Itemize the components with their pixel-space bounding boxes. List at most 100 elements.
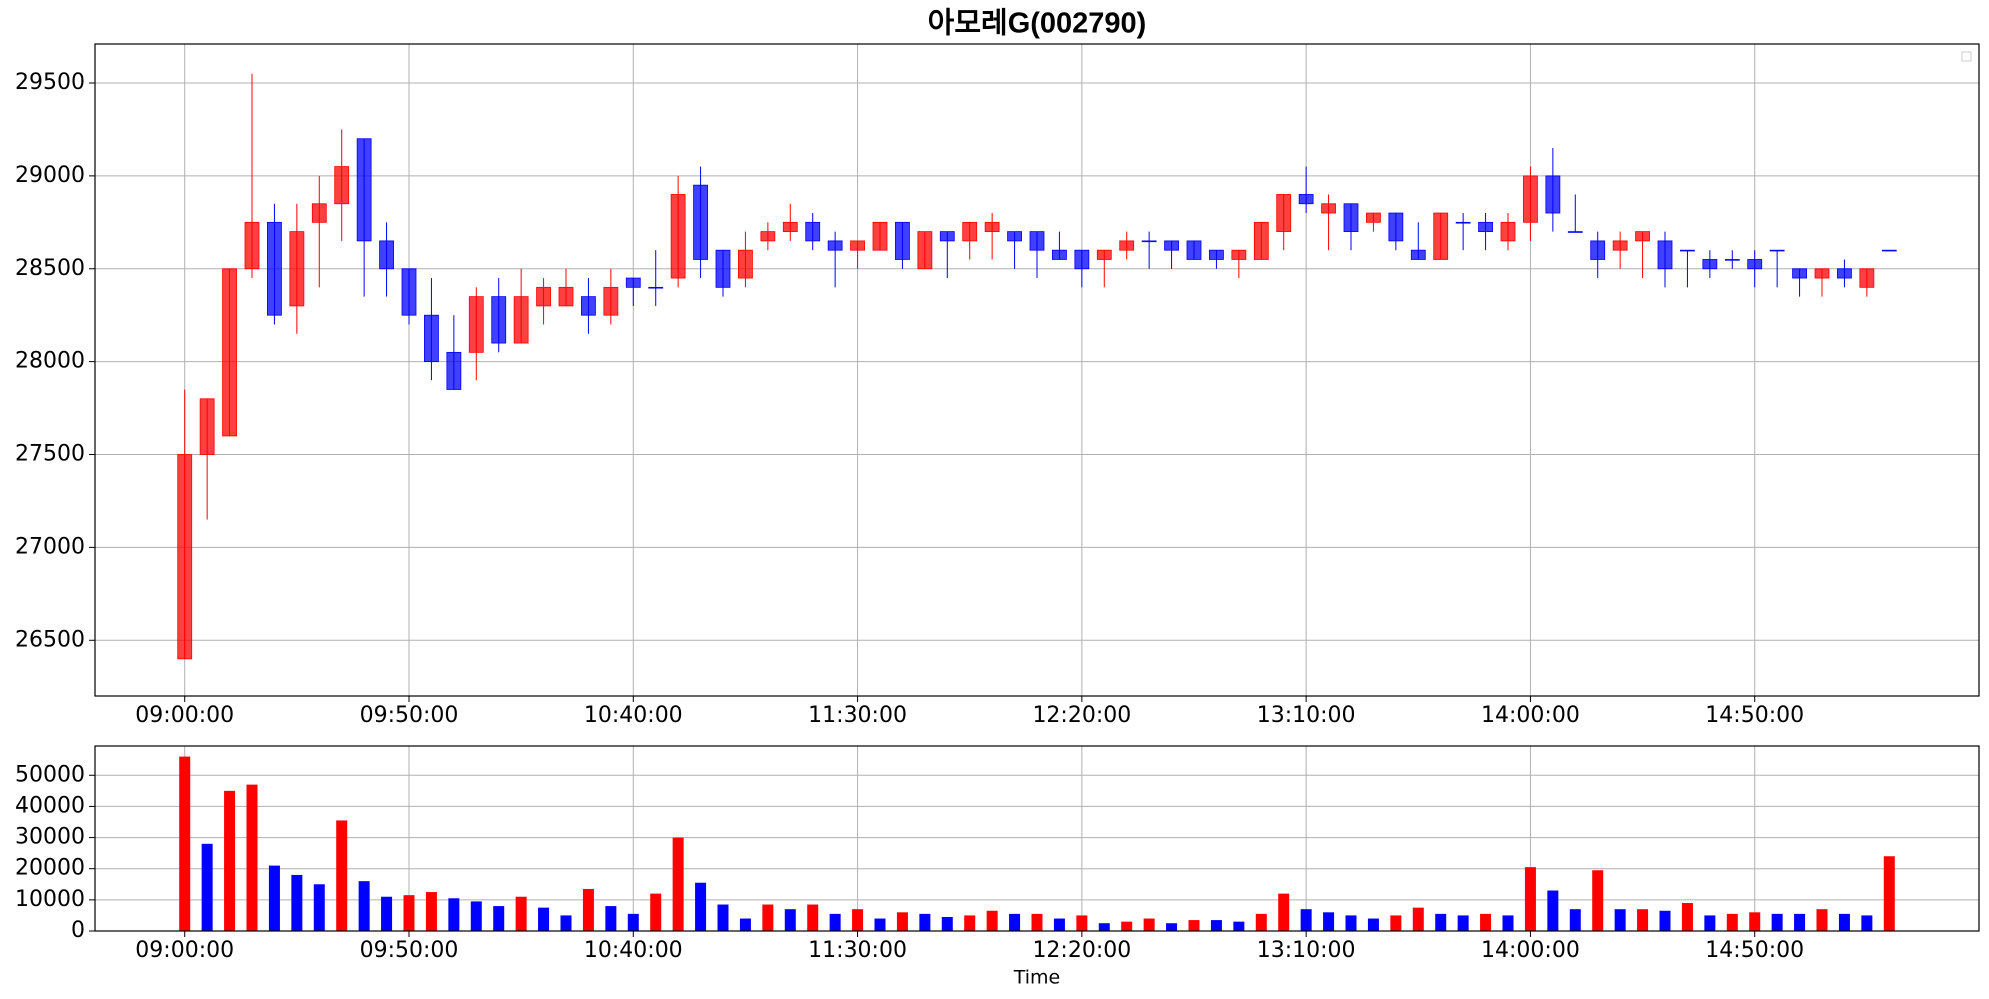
candle-body: [199, 398, 215, 455]
y-tick-label: 40000: [15, 793, 85, 818]
candle-body: [1141, 240, 1157, 243]
volume-bar: [179, 756, 191, 931]
volume-bar: [1009, 913, 1021, 931]
candle-body: [1119, 240, 1135, 251]
candle-body: [625, 277, 641, 288]
volume-bar: [1861, 915, 1873, 931]
candle-body: [760, 231, 776, 242]
volume-bar: [739, 918, 751, 931]
volume-bar: [1367, 918, 1379, 931]
candle-body: [1388, 212, 1404, 242]
volume-bar: [1704, 915, 1716, 931]
candle-body: [177, 454, 193, 660]
candle-body: [311, 203, 327, 223]
candle-body: [1523, 175, 1538, 223]
volume-bar: [896, 912, 908, 931]
y-tick-label: 28500: [15, 256, 85, 281]
candle-body: [1096, 249, 1112, 260]
volume-bar: [515, 896, 527, 931]
volume-bar: [1278, 893, 1290, 931]
y-tick-label: 26500: [15, 627, 85, 652]
volume-bar: [538, 907, 550, 931]
volume-bar: [1323, 912, 1335, 931]
x-axis-label: Time: [1013, 967, 1061, 989]
volume-bar: [1838, 913, 1850, 931]
volume-bar: [650, 893, 662, 931]
candle-body: [289, 231, 305, 307]
volume-bar: [605, 906, 617, 931]
x-tick-label: 11:30:00: [808, 938, 907, 963]
volume-bar: [1749, 912, 1761, 931]
volume-bar: [829, 913, 841, 931]
volume-bar: [1614, 909, 1626, 931]
candle-body: [603, 286, 619, 316]
y-tick-label: 0: [71, 918, 85, 943]
volume-bar: [986, 910, 998, 931]
volume-bar: [1098, 923, 1110, 931]
volume-bar: [1659, 910, 1671, 931]
volume-bar: [784, 909, 796, 931]
candle-body: [1747, 259, 1763, 270]
volume-bar: [1053, 918, 1065, 931]
volume-bar: [313, 884, 325, 931]
candle-body: [401, 268, 417, 316]
candle-body: [917, 231, 933, 270]
volume-bar: [582, 888, 594, 931]
volume-bar: [268, 865, 280, 931]
y-tick-label: 27000: [15, 534, 85, 559]
x-tick-label: 09:50:00: [360, 703, 459, 728]
candle-body: [1029, 231, 1045, 251]
volume-bar: [1412, 907, 1424, 931]
volume-bar: [1031, 913, 1043, 931]
volume-bar: [425, 892, 437, 931]
y-tick-label: 20000: [15, 856, 85, 881]
x-tick-label: 09:00:00: [135, 703, 234, 728]
volume-bar: [493, 906, 505, 931]
volume-bar: [1076, 915, 1088, 931]
volume-bar: [1300, 909, 1312, 931]
volume-bar: [1233, 921, 1245, 931]
x-tick-label: 11:30:00: [808, 703, 907, 728]
candle-body: [1074, 249, 1090, 270]
volume-bar: [470, 901, 482, 931]
volume-bar: [852, 909, 864, 931]
x-tick-label: 13:10:00: [1257, 938, 1356, 963]
volume-bar: [1569, 909, 1581, 931]
candle-body: [782, 221, 798, 233]
candle-body: [1209, 249, 1224, 260]
candle-body: [1881, 249, 1897, 252]
x-tick-label: 12:20:00: [1032, 703, 1131, 728]
candle-body: [827, 240, 843, 251]
volume-bar: [1681, 902, 1693, 931]
candle-body: [1567, 231, 1583, 233]
volume-bar: [1121, 921, 1133, 931]
candle-body: [1657, 240, 1673, 270]
volume-bar: [964, 915, 976, 931]
chart-title: 아모레G(002790): [928, 7, 1147, 40]
axes-frame: [94, 43, 1980, 697]
candle-body: [513, 296, 529, 344]
volume-bar: [1771, 913, 1783, 931]
candle-body: [670, 194, 686, 279]
candle-body: [1612, 240, 1628, 251]
volume-bar: [1255, 913, 1267, 931]
volume-bar: [1390, 915, 1402, 931]
candle-body: [1500, 221, 1516, 242]
candle-body: [558, 286, 574, 307]
volume-bar: [336, 820, 348, 931]
candle-body: [379, 240, 394, 270]
candle-body: [895, 221, 910, 260]
candle-body: [715, 249, 731, 288]
x-tick-label: 10:40:00: [584, 703, 683, 728]
candle-body: [805, 221, 821, 242]
x-tick-label: 14:00:00: [1481, 938, 1580, 963]
volume-bar: [1210, 920, 1222, 931]
candle-body: [491, 296, 507, 344]
volume-bar: [1637, 909, 1649, 931]
y-tick-label: 28000: [15, 349, 85, 374]
candle-body: [536, 286, 551, 307]
candle-body: [267, 221, 282, 316]
y-tick-label: 27500: [15, 442, 85, 467]
volume-bar: [1188, 920, 1200, 931]
candle-body: [1590, 240, 1606, 260]
